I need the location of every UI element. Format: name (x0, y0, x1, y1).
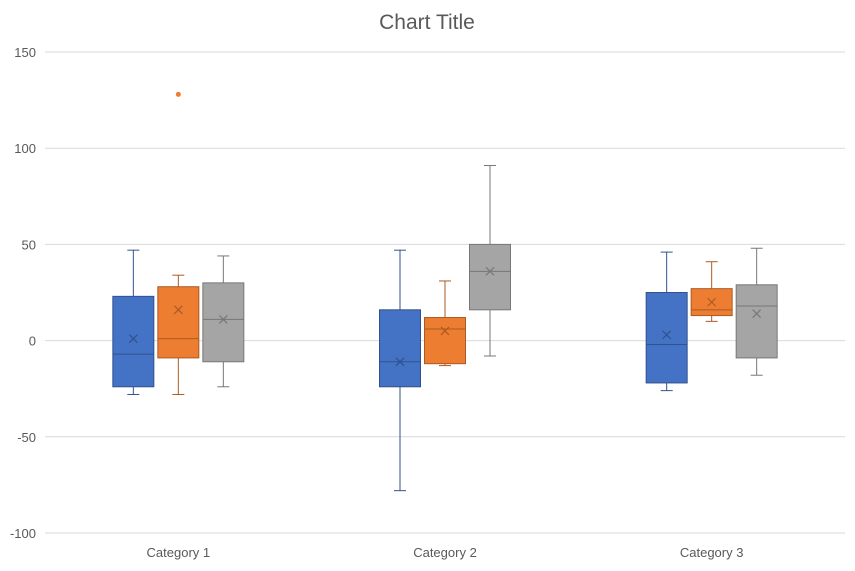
mean-marker (173, 305, 183, 315)
y-tick-label: -100 (10, 526, 36, 541)
mean-marker (218, 315, 228, 324)
iqr-box (379, 309, 421, 388)
y-tick-label: 100 (14, 141, 36, 156)
box-plot (690, 261, 733, 322)
mean-marker (485, 266, 495, 276)
y-axis-tick-labels: -100 -50 0 50 100 150 (10, 45, 36, 541)
box-plot (735, 247, 778, 376)
iqr-box (424, 317, 466, 365)
mean-marker (662, 330, 672, 340)
mean-marker (707, 297, 717, 307)
outlier-point (175, 91, 181, 97)
y-tick-label: 50 (22, 237, 36, 252)
x-category-label: Category 1 (147, 545, 211, 560)
mean-marker (395, 357, 405, 367)
mean-marker (440, 326, 450, 336)
x-category-label: Category 2 (413, 545, 477, 560)
box-plot (202, 255, 245, 388)
mean-marker (752, 309, 762, 319)
box-plot (379, 249, 421, 492)
iqr-box (157, 286, 200, 359)
y-tick-label: 0 (29, 334, 36, 349)
iqr-box (469, 243, 511, 311)
x-category-label: Category 3 (680, 545, 744, 560)
iqr-box (202, 282, 245, 363)
chart-title: Chart Title (379, 11, 475, 34)
iqr-box (645, 292, 688, 384)
iqr-box (735, 284, 778, 359)
y-tick-label: -50 (17, 430, 36, 445)
box-plot (157, 91, 200, 395)
x-axis-category-labels: Category 1 Category 2 Category 3 (147, 545, 744, 560)
iqr-box (112, 295, 155, 388)
box-plot (645, 251, 688, 392)
mean-marker (128, 334, 138, 344)
box-series (112, 91, 778, 492)
box-plot (469, 165, 511, 357)
box-plot (424, 280, 466, 367)
y-tick-label: 150 (14, 45, 36, 60)
box-plot (112, 249, 155, 395)
